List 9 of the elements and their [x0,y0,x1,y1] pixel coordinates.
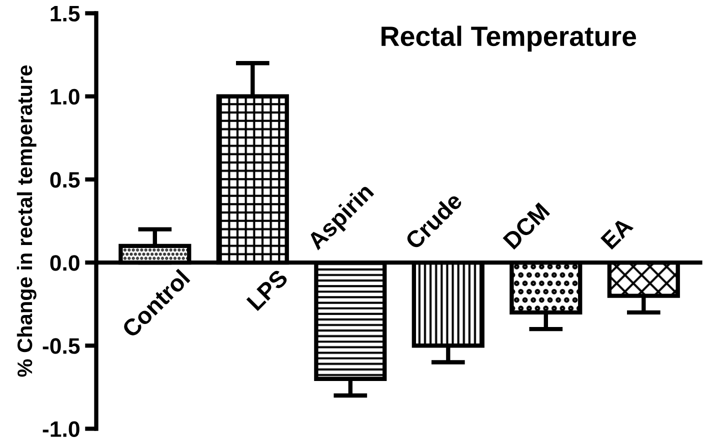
y-tick-label: 0.5 [50,172,80,188]
y-tick-label: -1.0 [42,421,80,438]
y-tick-label: 1.0 [50,88,80,105]
y-axis-title: % Change in rectal temperature [16,65,36,377]
y-tick-label: 0.0 [50,255,80,271]
x-tick-label: EA [600,216,634,250]
chart-title: Rectal Temperature [382,26,636,52]
y-tick-label: 1.5 [50,6,80,22]
y-tick-label: -0.5 [42,338,80,354]
